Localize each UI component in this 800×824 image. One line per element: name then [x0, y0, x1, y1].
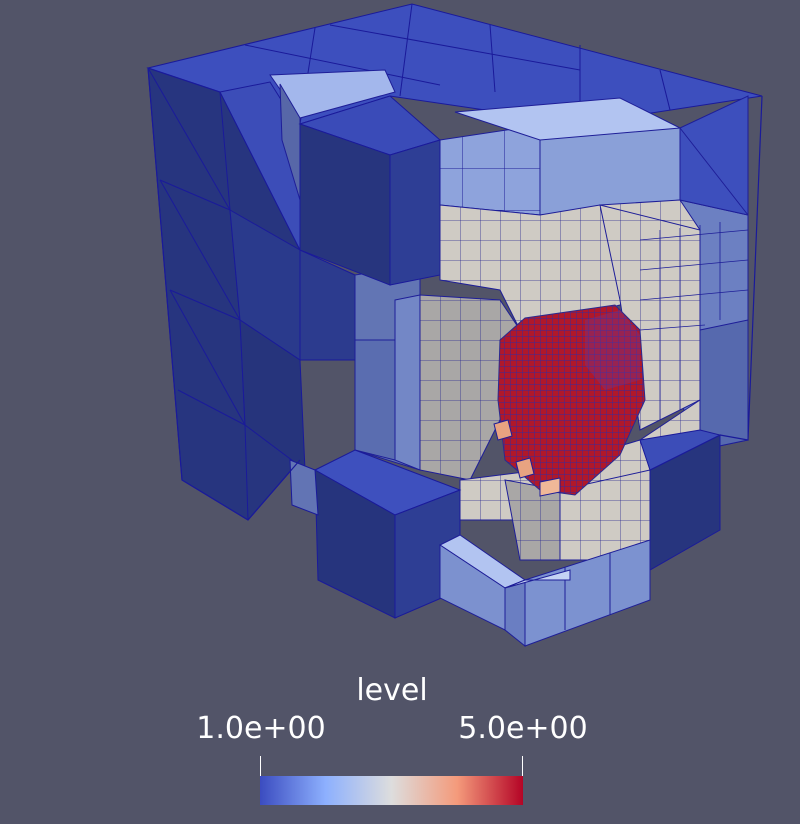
right-transition-lattice — [639, 222, 749, 420]
front-top-block — [298, 95, 442, 286]
legend-max-tick — [522, 756, 523, 778]
cube-slant-wall — [219, 81, 356, 472]
right-upper-cells — [679, 95, 749, 216]
legend-min-tick — [260, 756, 261, 778]
legend-colorbar — [260, 776, 523, 805]
bottom-light-cells — [439, 534, 651, 648]
front-bottom-block — [289, 449, 462, 619]
right-bottom-block — [639, 429, 722, 571]
legend-min-label: 1.0e+00 — [196, 711, 326, 746]
legend-title: level — [356, 673, 428, 708]
mesh-render[interactable] — [0, 0, 800, 660]
refined-core — [497, 304, 646, 496]
transition-cells — [493, 419, 561, 497]
cube-outline — [147, 67, 763, 521]
legend-max-label: 5.0e+00 — [458, 711, 588, 746]
inner-light-walls — [269, 69, 749, 471]
